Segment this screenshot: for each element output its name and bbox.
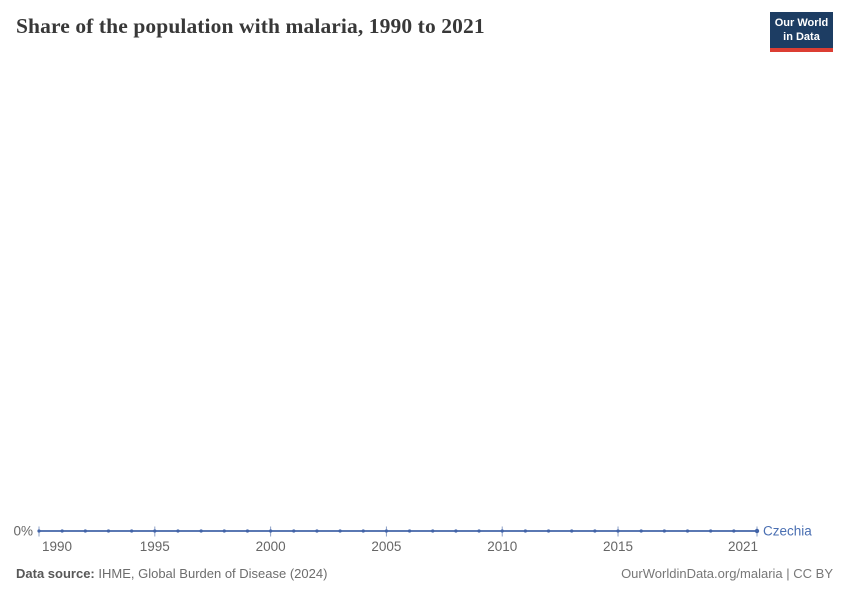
data-point-2016[interactable] [639,529,643,533]
data-point-2019[interactable] [709,529,713,533]
data-point-1998[interactable] [222,529,226,533]
data-point-2012[interactable] [546,529,551,533]
logo-line-2: in Data [783,31,820,43]
data-point-1990[interactable] [37,529,41,533]
x-axis-label: 1990 [42,539,72,554]
x-axis-label: 1995 [140,539,170,554]
data-point-2017[interactable] [662,529,666,533]
data-point-1991[interactable] [60,529,64,533]
data-point-2009[interactable] [477,529,481,533]
data-point-2008[interactable] [454,529,458,533]
data-point-2010[interactable] [500,529,504,533]
data-point-2015[interactable] [616,529,620,533]
data-point-1999[interactable] [245,529,250,533]
data-source-text: IHME, Global Burden of Disease (2024) [98,566,328,581]
data-point-2002[interactable] [315,529,319,533]
data-point-2003[interactable] [338,529,342,533]
chart-header: Share of the population with malaria, 19… [0,0,850,60]
data-point-2001[interactable] [292,529,296,533]
series-label-czechia[interactable]: Czechia [763,524,812,539]
data-source-label: Data source: [16,566,95,581]
data-point-2007[interactable] [431,529,435,533]
data-point-2021[interactable] [754,528,760,534]
x-axis-label: 2005 [371,539,401,554]
data-source: Data source: IHME, Global Burden of Dise… [16,566,327,581]
data-point-2013[interactable] [570,529,574,533]
data-point-1993[interactable] [106,529,111,533]
data-point-1994[interactable] [130,529,134,533]
logo-line-1: Our World [774,16,829,29]
data-point-2000[interactable] [269,529,273,533]
data-point-1997[interactable] [199,529,203,533]
owid-logo: Our World in Data [770,12,833,52]
x-axis-label: 2000 [256,539,286,554]
data-point-1995[interactable] [153,529,157,533]
x-axis-label: 2015 [603,539,633,554]
data-point-2011[interactable] [523,529,527,533]
data-point-2014[interactable] [593,529,597,533]
x-axis-label: 2010 [487,539,517,554]
data-point-2004[interactable] [361,529,365,533]
chart-footer: Data source: IHME, Global Burden of Dise… [0,566,850,581]
data-point-2018[interactable] [685,529,690,533]
data-point-1996[interactable] [176,529,180,533]
attribution: OurWorldinData.org/malaria | CC BY [621,566,833,581]
data-point-2020[interactable] [732,529,736,533]
line-chart-canvas[interactable]: 1990 1995 2000 2005 2010 2015 2021 0% Czechia [0,490,850,565]
data-point-2006[interactable] [407,529,412,533]
data-point-2005[interactable] [384,529,389,533]
page-title: Share of the population with malaria, 19… [16,14,485,38]
y-axis-label: 0% [13,524,33,539]
data-point-1992[interactable] [83,529,87,533]
x-axis-label: 2021 [728,539,758,554]
